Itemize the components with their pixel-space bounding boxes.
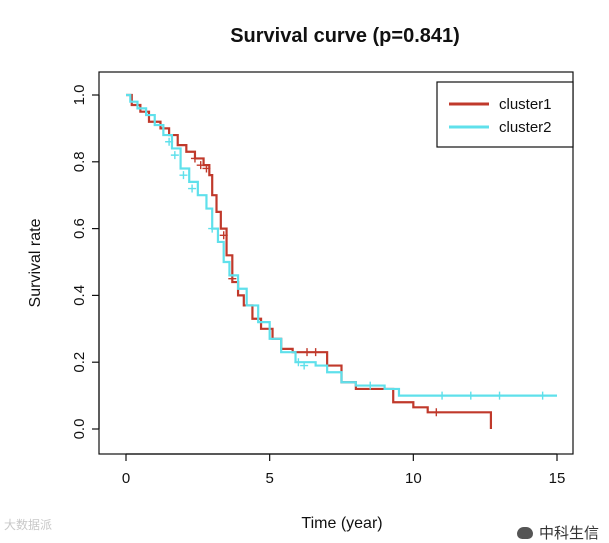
y-tick-label: 0.0 (71, 419, 88, 440)
censor-mark-cluster2 (208, 224, 217, 233)
series-layer (126, 93, 557, 429)
watermark-right: 中科生信 (516, 522, 599, 543)
wechat-icon (516, 526, 533, 539)
x-axis-label: Time (year) (301, 515, 382, 532)
legend-box (436, 81, 574, 148)
y-tick-label: 0.4 (71, 285, 88, 306)
censor-mark-cluster2 (495, 391, 504, 400)
x-tick-label: 0 (122, 470, 130, 487)
censor-mark-cluster1 (311, 348, 320, 357)
x-tick-label: 15 (549, 470, 566, 487)
x-tick-label: 5 (265, 470, 273, 487)
y-tick-label: 0.8 (71, 151, 88, 172)
watermark-left: 大数据派 (4, 518, 53, 532)
series-line-cluster2 (126, 93, 557, 397)
legend-label-cluster1: cluster1 (499, 96, 552, 113)
censor-mark-cluster2 (300, 361, 309, 370)
y-axis-label: Survival rate (27, 218, 44, 307)
censor-mark-cluster1 (219, 231, 228, 240)
censor-mark-cluster2 (366, 381, 375, 390)
y-axis: 0.0 0.2 0.4 0.6 0.8 1.0 (71, 85, 100, 440)
y-tick-label: 0.6 (71, 218, 88, 239)
watermark-right-text: 中科生信 (538, 524, 599, 542)
y-tick-label: 0.2 (71, 352, 88, 373)
censor-mark-cluster2 (466, 391, 475, 400)
censor-mark-cluster2 (165, 137, 174, 146)
censor-mark-cluster2 (170, 151, 179, 160)
y-tick-label: 1.0 (71, 85, 88, 106)
censor-mark-cluster2 (188, 184, 197, 193)
censor-mark-cluster1 (432, 408, 441, 417)
censor-mark-cluster1 (190, 154, 199, 163)
censor-mark-cluster2 (294, 358, 303, 367)
x-tick-label: 10 (405, 470, 422, 487)
censor-mark-cluster2 (438, 391, 447, 400)
censor-mark-cluster1 (196, 161, 205, 170)
legend-label-cluster2: cluster2 (499, 119, 552, 136)
censor-mark-cluster2 (179, 171, 188, 180)
censor-mark-cluster1 (303, 348, 312, 357)
censor-mark-cluster1 (202, 164, 211, 173)
series-line-cluster1 (126, 93, 493, 429)
chart-title: Survival curve (p=0.841) (230, 25, 460, 47)
legend: cluster1 cluster2 (436, 81, 574, 148)
x-axis: 0 5 10 15 (122, 453, 566, 487)
censor-mark-cluster2 (538, 391, 547, 400)
